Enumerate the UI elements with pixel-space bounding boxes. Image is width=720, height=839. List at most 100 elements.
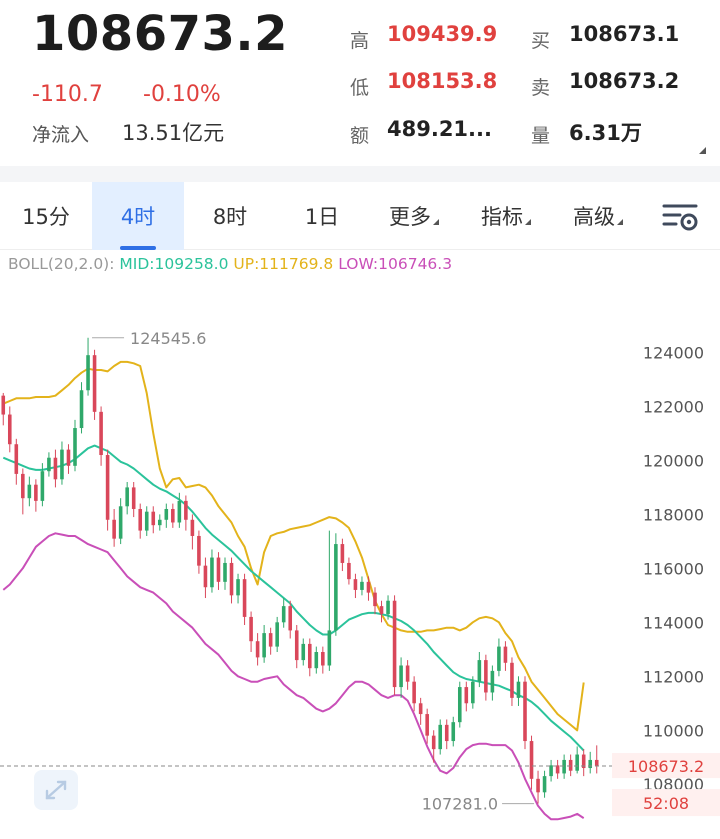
candle-body (438, 724, 443, 750)
bid-label: 买 (531, 30, 551, 52)
tab-label: 高级 (573, 205, 615, 229)
volume-label: 量 (531, 125, 551, 147)
tab-label: 15分 (22, 205, 70, 229)
candle-body (118, 506, 123, 539)
tab-advanced[interactable]: 高级 (552, 182, 644, 250)
candle-body (229, 562, 234, 596)
dropdown-triangle-icon (617, 219, 623, 225)
candle-body (405, 665, 410, 682)
candle-body (347, 562, 351, 580)
candle-body (321, 652, 325, 666)
candle-body (99, 411, 103, 456)
expand-icon (45, 780, 67, 800)
tab-15min[interactable]: 15分 (0, 182, 92, 250)
candle-body (301, 643, 306, 661)
candle-body (581, 754, 586, 769)
ask-label: 卖 (531, 77, 551, 99)
candle-body (412, 681, 416, 704)
candle-body (503, 646, 508, 663)
tab-label: 4时 (120, 205, 156, 229)
candle-body (60, 449, 64, 480)
tab-indicators[interactable]: 指标 (460, 182, 552, 250)
candle-body (184, 500, 188, 520)
boll-legend-mid: MID:109258.0 (119, 255, 229, 273)
candle-body (529, 741, 534, 779)
candle-body (249, 616, 253, 642)
candle-body (373, 592, 377, 607)
interval-tab-bar: 15分 4时 8时 1日 更多 指标 高级 (0, 182, 720, 250)
candle-body (27, 484, 32, 499)
tab-4h[interactable]: 4时 (92, 182, 184, 250)
high-value: 109439.9 (387, 22, 498, 46)
candle-body (451, 722, 456, 742)
candle-body (516, 681, 521, 698)
price-change: -110.7 (32, 82, 103, 107)
candle-body (151, 511, 156, 526)
candle-body (523, 681, 527, 742)
candle-body (366, 581, 371, 593)
candlestick-chart[interactable]: 1080001100001120001140001160001180001200… (0, 250, 720, 839)
tab-label: 更多 (389, 205, 431, 229)
candle-body (360, 581, 364, 590)
boll-legend: BOLL(20,2.0): MID:109258.0 UP:111769.8 L… (8, 255, 452, 273)
candle-body (327, 630, 332, 666)
candle-body (549, 765, 553, 777)
candle-body (34, 484, 38, 501)
candle-body (86, 355, 90, 391)
y-tick-label: 118000 (643, 505, 704, 524)
candle-body (177, 500, 182, 523)
boll-upper-line (2, 360, 585, 732)
tab-label: 指标 (481, 205, 523, 229)
candle-body (223, 562, 227, 582)
candle-body (21, 473, 25, 499)
candle-body (79, 390, 84, 429)
candle-body (594, 759, 599, 767)
candle-body (457, 687, 462, 723)
candle-body (216, 557, 221, 582)
candle-body (73, 428, 77, 466)
y-tick-label: 120000 (643, 451, 704, 470)
candle-body (171, 508, 175, 523)
dropdown-triangle-icon (433, 219, 439, 225)
candle-body (125, 487, 129, 507)
tab-label: 8时 (212, 205, 248, 229)
candle-body (575, 754, 579, 771)
candle-body (536, 778, 540, 793)
candle-body (340, 544, 345, 563)
candle-body (471, 681, 475, 704)
candle-body (53, 457, 58, 480)
candle-body (497, 646, 501, 671)
candle-body (236, 579, 240, 596)
tab-label: 1日 (304, 205, 340, 229)
net-inflow-value: 13.51亿元 (122, 121, 225, 145)
candle-body (40, 471, 45, 501)
candle-body (484, 660, 488, 693)
candle-body (203, 565, 208, 588)
max-marker-label: 124545.6 (130, 329, 206, 348)
section-divider (0, 166, 720, 182)
candle-body (157, 519, 162, 526)
price-change-percent: -0.10% (143, 82, 221, 107)
current-price-tag-bg (612, 753, 720, 779)
current-price-tag: 108673.2 (628, 757, 704, 776)
candles (1, 337, 599, 804)
expand-quote-triangle-icon[interactable] (699, 147, 706, 154)
boll-legend-low: LOW:106746.3 (338, 255, 453, 273)
candle-body (399, 665, 403, 688)
candle-body (164, 508, 169, 520)
chart-settings-icon[interactable] (662, 200, 700, 234)
candle-body (294, 630, 299, 661)
boll-legend-title: BOLL(20,2.0): (8, 255, 115, 273)
tab-1d[interactable]: 1日 (276, 182, 368, 250)
candle-body (268, 633, 273, 647)
y-tick-label: 122000 (643, 397, 704, 416)
bollinger-bands (2, 360, 585, 821)
countdown-bg (612, 789, 720, 817)
tab-more[interactable]: 更多 (368, 182, 460, 250)
candle-body (47, 457, 51, 472)
volume-value: 6.31万 (569, 121, 642, 145)
candle-body (112, 519, 116, 539)
expand-chart-button[interactable] (34, 770, 78, 810)
y-axis: 1080001100001120001140001160001180001200… (643, 343, 704, 794)
tab-8h[interactable]: 8时 (184, 182, 276, 250)
